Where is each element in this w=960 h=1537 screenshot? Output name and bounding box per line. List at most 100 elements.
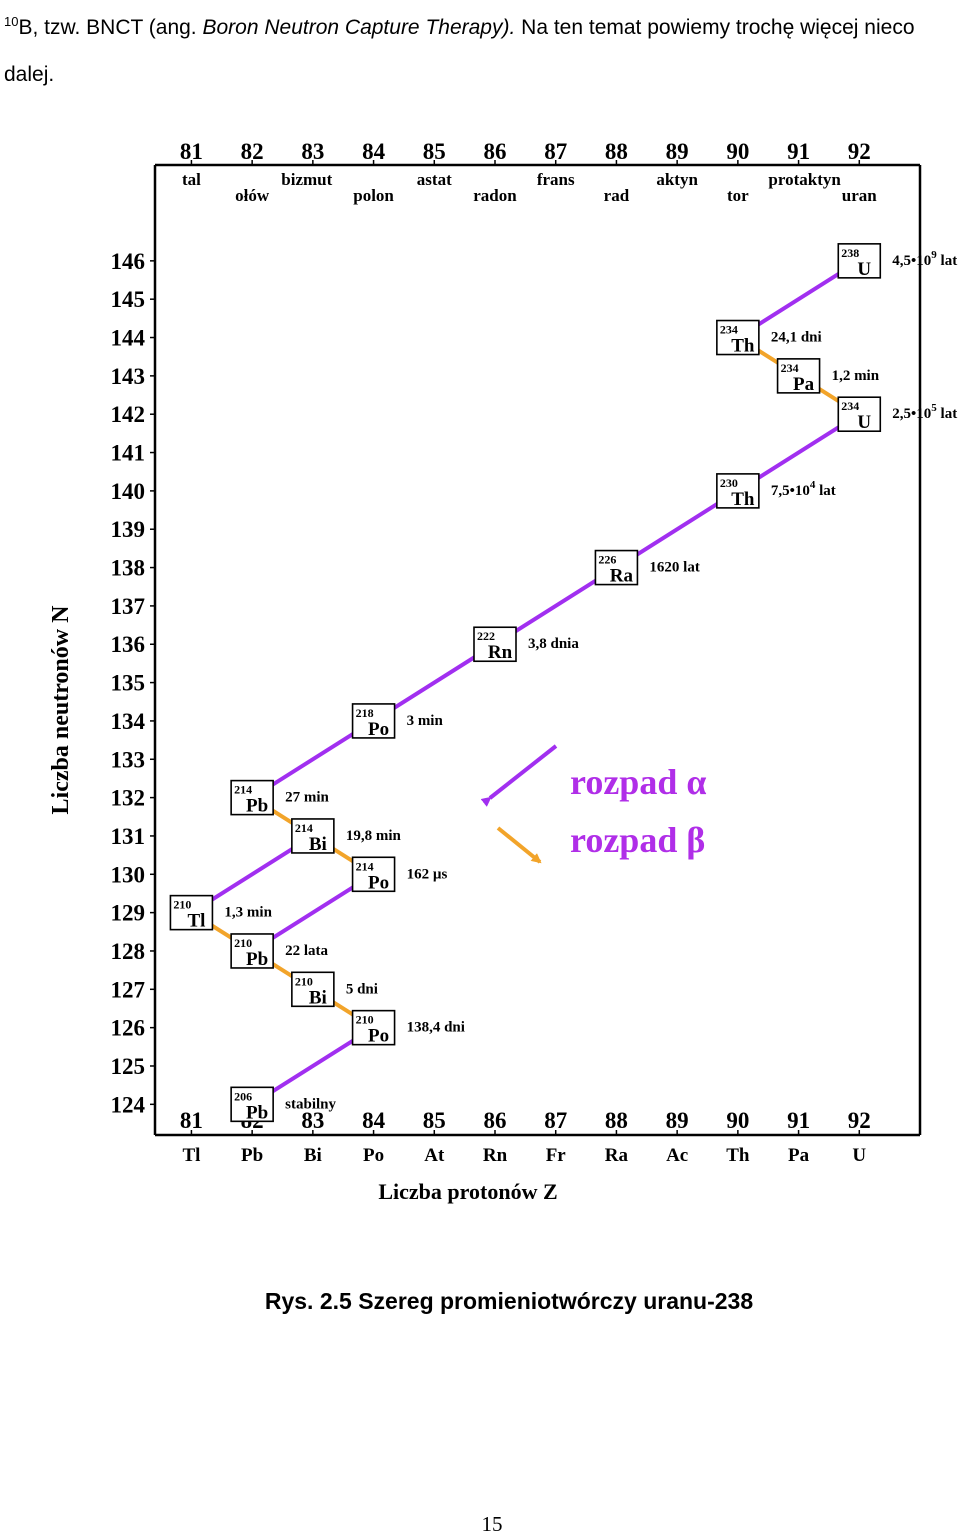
nuclide-mass: 222 (477, 629, 495, 643)
x-tick-label-top: 92 (848, 139, 871, 164)
element-symbol: Fr (546, 1145, 567, 1166)
half-life-value: 7,5•10 (771, 483, 810, 499)
element-name: radon (473, 186, 517, 205)
element-symbol: Ac (666, 1145, 688, 1166)
page-number: 15 (481, 1512, 503, 1536)
nuclide-symbol: U (857, 412, 871, 433)
element-symbol: Th (726, 1145, 750, 1166)
nuclide-frame (351, 703, 396, 739)
half-life-value: 3 min (407, 713, 444, 729)
x-tick-label-top: 87 (544, 139, 567, 164)
alpha-legend-label: rozpad α (570, 762, 706, 802)
half-life-value: 162 µs (407, 866, 448, 882)
nuclide-symbol: Pa (793, 374, 815, 395)
y-tick-label: 141 (111, 441, 146, 466)
x-tick-label-top: 81 (180, 139, 203, 164)
nuclide-mass: 234 (841, 399, 859, 413)
element-name: rad (604, 186, 630, 205)
nuclide-half-life: 2,5•105 lat (892, 402, 957, 422)
nuclide-mass: 210 (295, 974, 313, 988)
nuclide-frame (776, 358, 821, 394)
half-life-exponent: 5 (931, 402, 937, 414)
half-life-unit: lat (937, 406, 957, 422)
nuclide-symbol: Pb (246, 796, 268, 817)
half-life-value: 24,1 dni (771, 330, 822, 346)
y-tick-label: 134 (111, 709, 146, 734)
nuclide-frame (230, 779, 274, 816)
y-tick-label: 139 (111, 517, 146, 542)
alpha-legend-arrow (480, 744, 558, 807)
x-tick-label-top: 83 (301, 139, 324, 164)
chart-axes: 8181828283838484858586868787888889899090… (48, 139, 922, 1204)
nuclide-symbol: Tl (187, 911, 205, 932)
nuclide-symbol: Bi (309, 987, 327, 1008)
beta-legend-label: rozpad β (570, 820, 705, 860)
y-tick-label: 135 (111, 671, 146, 696)
element-name: astat (417, 170, 452, 189)
element-name: tor (727, 186, 749, 205)
element-symbol: Tl (182, 1145, 200, 1166)
nuclide-mass: 234 (781, 361, 799, 375)
nuclide-half-life: 1,3 min (224, 905, 272, 921)
half-life-value: 22 lata (285, 943, 328, 959)
half-life-exponent: 4 (810, 479, 816, 491)
element-name: ołów (235, 186, 270, 205)
element-name: bizmut (281, 170, 332, 189)
element-symbol: At (424, 1145, 445, 1166)
x-tick-label-top: 91 (787, 139, 810, 164)
x-axis-label: Liczba protonów Z (378, 1179, 557, 1204)
nuclide-frame (837, 396, 882, 433)
nuclide-half-life: 24,1 dni (771, 330, 822, 346)
nuclide-symbol: Th (731, 336, 755, 357)
x-tick-label-bottom: 89 (666, 1108, 689, 1133)
nuclide-mass: 238 (841, 246, 859, 260)
nuclide-mass: 214 (356, 859, 374, 873)
element-symbol: Ra (605, 1145, 629, 1166)
half-life-value: 2,5•10 (892, 406, 931, 422)
nuclide-half-life: 3,8 dnia (528, 636, 579, 652)
nuclide-frame (230, 1086, 274, 1123)
nuclide-frame (716, 319, 760, 356)
nuclide-half-life: 4,5•109 lat (892, 249, 957, 269)
element-symbol: Po (363, 1145, 384, 1166)
nuclide-mass: 234 (720, 323, 738, 337)
x-tick-label-top: 84 (362, 139, 386, 164)
nuclide-mass: 226 (598, 553, 616, 567)
footnote-text-1: B, tzw. BNCT (ang. (18, 16, 203, 39)
y-tick-label: 124 (111, 1092, 146, 1117)
x-tick-label-bottom: 90 (726, 1108, 749, 1133)
x-tick-label-top: 86 (484, 139, 507, 164)
element-symbol: Rn (483, 1145, 508, 1166)
nuclide-half-life: 19,8 min (346, 828, 402, 844)
nuclide-mass: 210 (356, 1013, 374, 1027)
nuclide-symbol: U (857, 259, 871, 280)
element-name: tal (182, 170, 201, 189)
x-tick-label-top: 88 (605, 139, 628, 164)
nuclide-symbol: Po (368, 1026, 389, 1047)
nuclide-half-life: 3 min (407, 713, 444, 729)
footnote-text-italic: Boron Neutron Capture Therapy). (202, 16, 516, 39)
nuclide-symbol: Po (368, 872, 389, 893)
half-life-value: 19,8 min (346, 828, 402, 844)
nuclide-frame (291, 818, 335, 854)
nuclide-half-life: 27 min (285, 790, 329, 806)
y-axis-label: Liczba neutronów N (48, 605, 74, 815)
element-name: uran (842, 186, 878, 205)
decay-chart: 8181828283838484858586868787888889899090… (48, 139, 957, 1204)
x-tick-label-bottom: 86 (484, 1108, 507, 1133)
element-name: polon (353, 186, 394, 205)
nuclide-mass: 214 (234, 783, 252, 797)
y-tick-label: 125 (111, 1054, 146, 1079)
nuclide-frame (594, 549, 639, 586)
element-symbol: U (852, 1145, 866, 1166)
x-tick-label-top: 85 (423, 139, 446, 164)
